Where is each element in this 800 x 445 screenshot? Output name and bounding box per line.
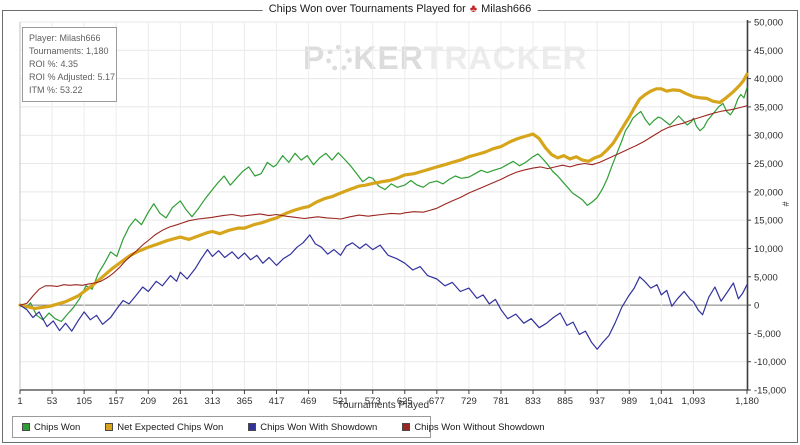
y-tick-label: 15,000 — [754, 216, 783, 227]
y-tick-label: -10,000 — [754, 357, 786, 368]
watermark-ker-text: KER — [353, 40, 424, 76]
y-tick-label: 40,000 — [754, 74, 783, 85]
y-tick-label: 5,000 — [754, 272, 778, 283]
player-stats-box: Player: Milash666 Tournaments: 1,180 ROI… — [22, 27, 117, 102]
player-name: Milash666 — [481, 3, 532, 15]
y-tick-label: 45,000 — [754, 46, 783, 57]
x-tick-label: 989 — [621, 396, 637, 407]
x-tick-label: 677 — [429, 396, 445, 407]
chart-legend: Chips Won Net Expected Chips Won Chips Won… — [12, 416, 545, 438]
stat-itm: ITM %: 53.22 — [29, 85, 83, 95]
x-tick-label: 885 — [557, 396, 573, 407]
x-tick-label: 313 — [204, 396, 220, 407]
legend-swatch-icon — [105, 423, 114, 431]
pokertracker-watermark: P KERTRACKER — [303, 40, 587, 77]
watermark-tracker-text: TRACKER — [423, 40, 588, 76]
x-tick-label: 1,041 — [649, 396, 673, 407]
legend-swatch-icon — [22, 423, 30, 431]
legend-swatch-icon — [248, 423, 257, 431]
series-line-chips-won-without-showdown — [19, 105, 748, 306]
poker-chip-icon — [326, 45, 353, 71]
legend-item: Chips Won With Showdown — [248, 422, 377, 433]
y-tick-label: 30,000 — [754, 131, 783, 142]
x-tick-label: 469 — [301, 396, 317, 407]
x-tick-label: 261 — [172, 396, 188, 407]
legend-item: Net Expected Chips Won — [105, 422, 223, 433]
x-tick-label: 781 — [493, 396, 509, 407]
series-line-net-expected-chips-won — [18, 72, 749, 311]
legend-label: Chips Won With Showdown — [260, 421, 378, 433]
club-suit-icon: ♣ — [469, 3, 478, 15]
y-tick-label: 0 — [754, 301, 759, 312]
x-axis-title: Tournaments Played — [337, 400, 430, 411]
y-tick-label: 35,000 — [754, 102, 783, 113]
legend-item: Chips Won Without Showdown — [402, 421, 545, 433]
stat-roi: ROI %: 4.35 — [29, 59, 79, 69]
page-title: Chips Won over Tournaments Played for ♣ … — [262, 3, 538, 15]
chart-title-text: Chips Won over Tournaments Played for — [268, 3, 466, 15]
y-tick-label: 50,000 — [754, 18, 783, 29]
stat-roi-adjusted: ROI % Adjusted: 5.17 — [29, 72, 116, 82]
x-tick-label: 573 — [365, 396, 381, 407]
legend-swatch-icon — [402, 423, 411, 431]
x-tick-label: 1,093 — [681, 396, 705, 407]
x-tick-label: 53 — [47, 396, 58, 407]
y-axis-unit: # — [780, 201, 791, 207]
series-line-chips-won-with-showdown — [19, 234, 748, 350]
legend-item: Chips Won — [22, 422, 80, 433]
x-tick-label: 1,180 — [735, 396, 759, 407]
y-tick-label: 20,000 — [754, 187, 783, 198]
y-tick-label: 25,000 — [754, 159, 783, 170]
x-tick-label: 625 — [397, 396, 413, 407]
stat-player: Player: Milash666 — [29, 33, 101, 43]
x-tick-label: 729 — [461, 396, 477, 407]
x-tick-label: 833 — [525, 396, 541, 407]
x-tick-label: 157 — [108, 396, 124, 407]
legend-label: Net Expected Chips Won — [117, 421, 224, 433]
series-line-chips-won — [19, 87, 748, 323]
x-tick-label: 105 — [76, 396, 92, 407]
x-tick-label: 1 — [17, 396, 22, 407]
x-tick-label: 521 — [333, 396, 349, 407]
y-tick-label: -5,000 — [754, 329, 781, 340]
legend-label: Chips Won — [34, 421, 81, 433]
stat-tournaments: Tournaments: 1,180 — [29, 46, 109, 56]
y-tick-label: 10,000 — [754, 244, 783, 255]
x-tick-label: 937 — [589, 396, 605, 407]
x-tick-label: 365 — [237, 396, 253, 407]
legend-label: Chips Won Without Showdown — [414, 421, 545, 433]
y-tick-label: -15,000 — [754, 386, 786, 397]
x-tick-label: 417 — [269, 396, 285, 407]
x-tick-label: 209 — [140, 396, 156, 407]
